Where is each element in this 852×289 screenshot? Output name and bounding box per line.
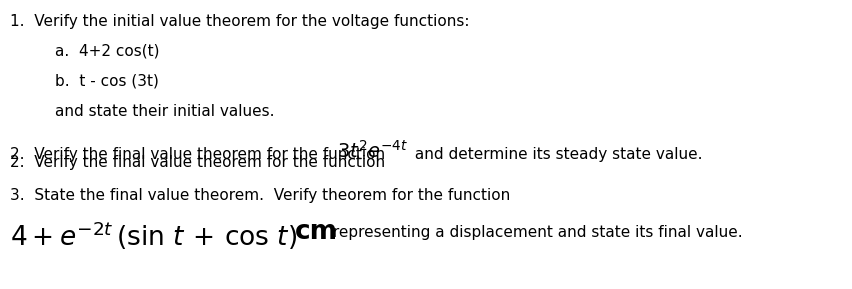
Text: $3t^2e^{-4t}$: $3t^2e^{-4t}$ <box>337 140 408 162</box>
Text: b.  t - cos (3t): b. t - cos (3t) <box>55 74 158 89</box>
Text: a.  4+2 cos(t): a. 4+2 cos(t) <box>55 44 159 59</box>
Text: $4 + e^{-2t}\,(\sin\,t\,+\,\cos\,t)$: $4 + e^{-2t}\,(\sin\,t\,+\,\cos\,t)$ <box>10 219 297 251</box>
Text: cm: cm <box>295 219 337 245</box>
Text: 2.  Verify the final value theorem for the function: 2. Verify the final value theorem for th… <box>10 155 389 170</box>
Text: and state their initial values.: and state their initial values. <box>55 104 274 119</box>
Text: representing a displacement and state its final value.: representing a displacement and state it… <box>328 225 742 240</box>
Text: 3.  State the final value theorem.  Verify theorem for the function: 3. State the final value theorem. Verify… <box>10 188 509 203</box>
Text: and determine its steady state value.: and determine its steady state value. <box>410 147 702 162</box>
Text: 1.  Verify the initial value theorem for the voltage functions:: 1. Verify the initial value theorem for … <box>10 14 469 29</box>
Text: 2.  Verify the final value theorem for the function: 2. Verify the final value theorem for th… <box>10 147 389 162</box>
